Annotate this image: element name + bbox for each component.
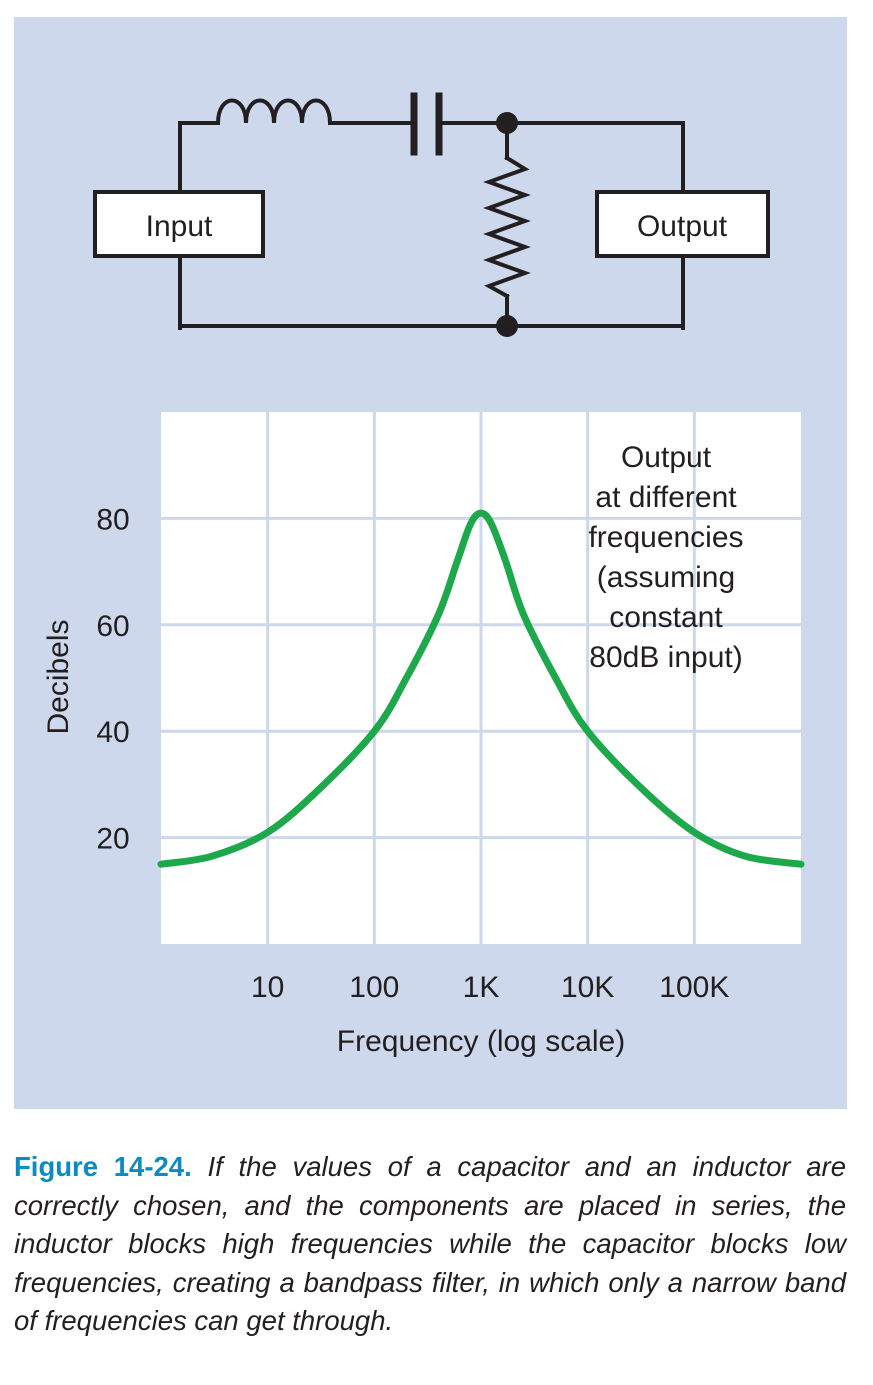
- figure-graphic: Input Output Output at different frequenci…: [42, 92, 805, 1058]
- x-tick-label: 1K: [463, 971, 500, 1004]
- inductor-symbol: [215, 98, 333, 126]
- x-tick-label: 100: [349, 971, 399, 1004]
- x-axis-label: Frequency (log scale): [337, 1025, 625, 1058]
- annotation-line: at different: [595, 481, 737, 514]
- figure-caption-text: If the values of a capacitor and an indu…: [14, 1151, 846, 1336]
- annotation-line: (assuming: [597, 561, 735, 594]
- y-axis-tick-labels: 20 40 60 80: [96, 503, 129, 855]
- y-tick-label: 40: [96, 716, 129, 749]
- y-tick-label: 20: [96, 823, 129, 856]
- figure-caption-label: Figure 14-24.: [14, 1151, 192, 1182]
- junction-top: [496, 112, 518, 134]
- output-box: [595, 190, 770, 258]
- chart-annotation: Output at different frequencies (assuming co…: [588, 441, 743, 674]
- x-tick-label: 100K: [659, 971, 729, 1004]
- wire-top-right: [439, 121, 685, 330]
- y-tick-label: 60: [96, 610, 129, 643]
- response-curve: [157, 509, 805, 868]
- horizontal-gridlines: [161, 516, 801, 840]
- x-axis-tick-labels: 10 100 1K 10K 100K: [251, 971, 729, 1004]
- output-label: Output: [637, 210, 728, 243]
- y-axis-label: Decibels: [42, 619, 75, 734]
- input-box: [93, 190, 265, 258]
- annotation-line: 80dB input): [589, 641, 742, 674]
- y-tick-label: 80: [96, 503, 129, 536]
- x-tick-label: 10: [251, 971, 284, 1004]
- annotation-line: constant: [609, 601, 723, 634]
- figure-caption: Figure 14-24. If the values of a capacit…: [14, 1148, 846, 1341]
- annotation-line: Output: [621, 441, 712, 474]
- resistor-symbol: [483, 155, 531, 299]
- input-label: Input: [146, 210, 213, 243]
- x-tick-label: 10K: [561, 971, 614, 1004]
- annotation-line: frequencies: [588, 521, 743, 554]
- frequency-response-chart: Output at different frequencies (assuming co…: [42, 412, 805, 1058]
- junction-bottom: [496, 315, 518, 337]
- vertical-gridlines: [266, 412, 696, 944]
